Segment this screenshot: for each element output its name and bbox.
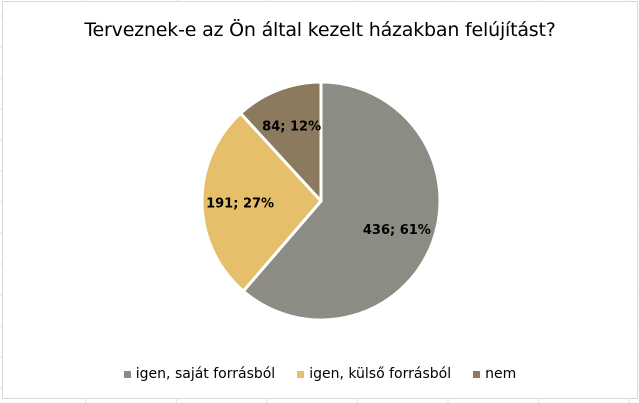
legend-item: nem [473, 366, 516, 382]
legend-item: igen, saját forrásból [123, 366, 276, 382]
legend-swatch [123, 370, 131, 378]
data-label: 191; 27% [206, 196, 274, 211]
data-label: 84; 12% [262, 120, 321, 135]
legend-swatch [473, 370, 481, 378]
legend-label: nem [485, 366, 517, 382]
legend-label: igen, saját forrásból [135, 366, 276, 382]
chart-title: Terveznek-e az Ön által kezelt házakban … [84, 19, 556, 41]
pie-chart: 436; 61% 191; 27% 84; 12% [200, 80, 442, 322]
legend: igen, saját forrásból igen, külső forrás… [3, 366, 637, 382]
data-label: 436; 61% [363, 223, 431, 238]
legend-swatch [297, 370, 305, 378]
pie-slice[interactable] [241, 80, 442, 322]
legend-label: igen, külső forrásból [309, 366, 452, 382]
pie-slice[interactable] [200, 111, 323, 293]
legend-item: igen, külső forrásból [297, 366, 451, 382]
pie-slice[interactable] [239, 80, 323, 203]
